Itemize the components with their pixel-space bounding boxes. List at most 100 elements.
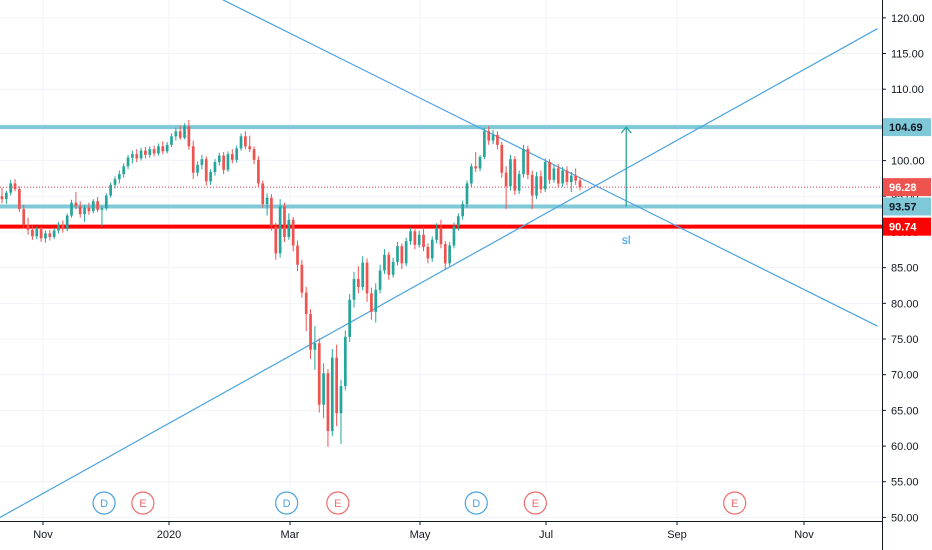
price-tag-label: 93.57 (889, 201, 917, 213)
earnings-event-marker[interactable] (326, 491, 350, 515)
candle-body (330, 357, 334, 432)
y-tick-label: 70.00 (891, 370, 919, 382)
candle-body (122, 166, 126, 175)
time-axis[interactable]: Nov 2020 Mar May Jul Sep Nov (33, 521, 814, 541)
candle-body (157, 146, 160, 154)
candle-body (552, 168, 556, 180)
y-tick-label: 60.00 (891, 441, 919, 453)
annotation-layer[interactable]: sl (622, 233, 631, 247)
candle-body (461, 204, 465, 217)
earnings-event-marker[interactable] (523, 491, 547, 515)
price-tag-label: 90.74 (889, 222, 917, 234)
candle-body (391, 261, 395, 275)
candle-body (117, 174, 121, 180)
candle-body (144, 150, 147, 155)
candle-body (113, 179, 117, 185)
candle-body (365, 262, 369, 294)
earnings-event-marker[interactable] (131, 491, 155, 515)
candle-body (535, 176, 538, 196)
candle-body (452, 226, 456, 246)
trend-line-ascending[interactable] (0, 28, 878, 518)
candle-body (287, 219, 291, 237)
candle-body (183, 126, 186, 138)
candlestick-series (0, 119, 582, 447)
x-tick-label: May (410, 529, 431, 541)
dividend-event-letter: D (283, 498, 291, 510)
candle-body (352, 279, 356, 300)
x-tick-label: Mar (281, 529, 300, 541)
y-tick-label: 110.00 (891, 84, 924, 96)
candle-body (430, 239, 434, 259)
y-tick-label: 85.00 (891, 263, 919, 275)
candle-body (270, 197, 273, 227)
earnings-event-marker[interactable] (723, 491, 747, 515)
candle-body (500, 144, 504, 173)
candle-body (74, 202, 78, 207)
candle-body (496, 134, 499, 145)
candle-body (18, 189, 21, 210)
dividend-event-marker[interactable] (275, 491, 299, 515)
candle-body (396, 246, 399, 262)
dividend-event-letter: D (100, 498, 108, 510)
price-tag-label: 96.28 (889, 182, 917, 194)
candle-body (483, 131, 486, 158)
candle-body (52, 230, 56, 237)
candle-body (478, 157, 482, 169)
horizontal-levels (0, 125, 882, 229)
candle-body (174, 131, 178, 137)
candle-body (283, 206, 286, 237)
trend-lines[interactable] (0, 0, 878, 518)
candle-body (196, 164, 199, 173)
candle-body (422, 234, 425, 247)
candle-body (317, 343, 321, 405)
candle-body (404, 241, 408, 264)
candle-body (226, 154, 230, 170)
candle-body (35, 229, 39, 237)
y-tick-label: 65.00 (891, 405, 919, 417)
candle-body (109, 184, 112, 196)
candle-body (39, 229, 43, 239)
candle-body (265, 197, 269, 205)
candle-body (530, 174, 534, 196)
candle-body (526, 149, 530, 175)
dividend-event-marker[interactable] (464, 491, 488, 515)
candle-body (87, 207, 91, 212)
candle-body (248, 146, 252, 150)
candle-body (135, 154, 139, 159)
candle-body (322, 373, 325, 405)
earnings-event-letter: E (731, 498, 738, 510)
candle-body (83, 207, 86, 215)
price-tag (883, 178, 931, 197)
y-tick-label: 115.00 (891, 49, 924, 61)
trend-line-descending[interactable] (216, 0, 878, 327)
candle-body (44, 233, 47, 239)
sl-annotation[interactable]: sl (622, 233, 631, 247)
price-tag (883, 118, 931, 137)
candle-body (13, 183, 17, 190)
candle-body (343, 336, 347, 387)
candle-body (574, 175, 578, 181)
candle-body (261, 183, 265, 205)
arrow-head[interactable] (620, 126, 632, 134)
candle-body (509, 159, 512, 187)
y-tick-label: 100.00 (891, 156, 925, 168)
candle-body (235, 148, 239, 160)
candle-body (456, 216, 460, 227)
price-axis[interactable]: 120.00115.00110.00105.00100.0095.0090.00… (882, 13, 925, 525)
y-tick-label: 120.00 (891, 13, 925, 25)
candle-body (126, 157, 130, 167)
candle-body (439, 227, 443, 245)
price-tag-label: 104.69 (889, 122, 923, 134)
candle-body (335, 357, 338, 414)
candle-body (191, 146, 195, 173)
candle-body (209, 172, 212, 182)
target-arrow[interactable] (620, 126, 632, 207)
candle-body (291, 219, 295, 246)
candle-body (213, 162, 217, 173)
candle-body (378, 270, 382, 290)
dividend-event-marker[interactable] (92, 491, 116, 515)
candle-body (543, 162, 547, 190)
candle-body (31, 229, 34, 237)
